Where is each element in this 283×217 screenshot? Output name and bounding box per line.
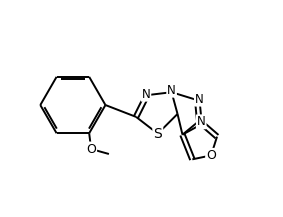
Text: N: N — [195, 93, 204, 106]
Text: O: O — [206, 149, 216, 162]
Text: O: O — [86, 143, 96, 156]
Text: N: N — [197, 115, 206, 128]
Text: N: N — [167, 84, 176, 97]
Text: N: N — [142, 88, 150, 101]
Text: S: S — [153, 127, 162, 141]
